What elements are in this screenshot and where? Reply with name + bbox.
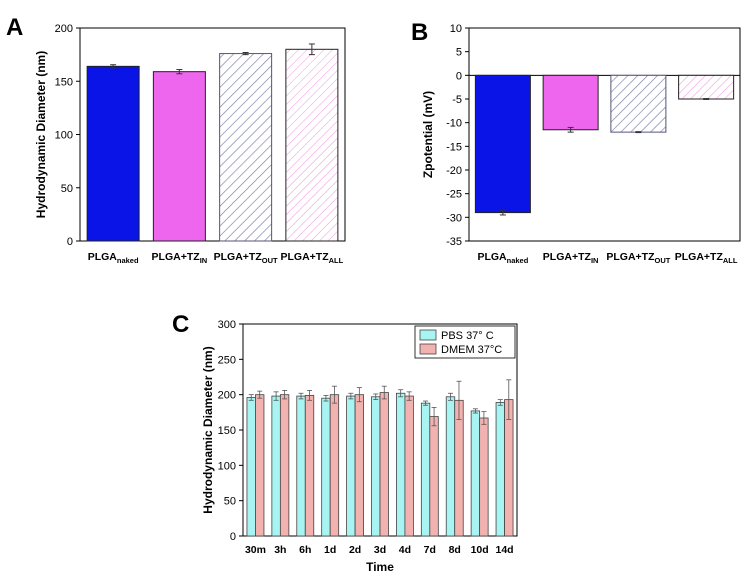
panel-b-y-tick-label: -35 <box>446 236 462 248</box>
panel-a-y-tick-label: 200 <box>55 23 73 35</box>
panel-a-y-tick-label: 0 <box>67 236 73 248</box>
panel-c-legend-label: DMEM 37°C <box>441 344 502 356</box>
panel-c-legend-swatch <box>419 329 437 341</box>
panel-c-legend: PBS 37° C DMEM 37°C <box>414 325 516 359</box>
panel-b-y-tick-label: 0 <box>456 70 462 82</box>
panel-c-bar <box>346 395 356 537</box>
panel-c-x-tick-label: 30m <box>245 544 266 556</box>
panel-c-bar <box>454 399 464 537</box>
panel-b-bar <box>678 74 735 100</box>
panel-a-category-label: PLGAnaked <box>88 251 139 265</box>
panel-c-x-tick-label: 4d <box>399 544 411 556</box>
panel-b-y-tick-label: -10 <box>446 118 462 130</box>
panel-c-chart: C 0 50 100 150 200 250 300 Hydrodynamic Diamete… <box>172 311 518 574</box>
panel-c-bar <box>321 397 331 537</box>
panel-c-x-tick-label: 14d <box>495 544 513 556</box>
panel-c-bar <box>279 394 290 537</box>
panel-c-x-axis-title: Time <box>366 560 394 574</box>
panel-a-y-tick-label: 150 <box>55 76 73 88</box>
panel-b-letter: B <box>411 19 428 46</box>
panel-c-x-tick-label: 3h <box>274 544 286 556</box>
panel-c-bar <box>445 396 456 537</box>
panel-c-bar <box>470 410 481 537</box>
panel-b-y-tick-label: 5 <box>456 47 462 59</box>
panel-b-chart: B -35 -30 -25 -20 -15 -10 -5 0 5 10 Zpotential (mV… <box>411 19 741 265</box>
panel-b-category-label: PLGA+TZIN <box>543 251 599 265</box>
panel-b-y-tick-label: -15 <box>446 141 462 153</box>
panel-b-bar <box>542 74 599 131</box>
panel-c-x-tick-label: 8d <box>449 544 461 556</box>
panel-b-plot-frame <box>468 27 741 242</box>
panel-c-bar <box>354 394 364 537</box>
panel-a-y-axis-title: Hydrodynamic Diameter (nm) <box>34 51 48 218</box>
panel-c-x-tick-label: 7d <box>424 544 436 556</box>
panel-b-y-tick-label: -5 <box>452 94 462 106</box>
panel-c-letter: C <box>172 311 189 338</box>
panel-c-bar <box>504 399 514 537</box>
panel-b-y-axis-title: Zpotential (mV) <box>421 91 435 178</box>
panel-c-bar <box>479 417 489 537</box>
panel-c-x-tick-label: 10d <box>471 544 489 556</box>
panel-b-category-label: PLGAnaked <box>477 251 528 265</box>
panel-c-y-tick-label: 150 <box>218 425 236 437</box>
panel-c-legend-swatch <box>419 343 437 355</box>
panel-c-bar <box>246 397 256 537</box>
panel-a-y-tick-label: 50 <box>61 183 73 195</box>
panel-b-bar <box>610 74 667 133</box>
panel-c-y-tick-label: 0 <box>230 531 236 543</box>
panel-c-bar <box>271 395 281 537</box>
panel-a-y-tick-label: 100 <box>55 130 73 142</box>
panel-a-chart: A 0 50 100 150 200 Hydrodynamic Diameter (nm)… <box>6 14 346 265</box>
panel-c-bar <box>396 392 406 537</box>
panel-c-x-tick-label: 2d <box>349 544 361 556</box>
panel-b-category-label: PLGA+TZOUT <box>606 251 670 265</box>
panel-c-legend-label: PBS 37° C <box>441 330 494 342</box>
panel-c-x-tick-label: 6h <box>299 544 311 556</box>
panel-c-y-tick-label: 300 <box>218 319 236 331</box>
panel-c-bar <box>429 416 439 537</box>
panel-c-bar <box>329 394 340 537</box>
panel-b-y-tick-label: -20 <box>446 165 462 177</box>
panel-a-bar <box>86 65 140 242</box>
panel-c-bar <box>304 394 315 537</box>
panel-a-bar <box>285 48 339 242</box>
panel-c-bar <box>296 395 306 537</box>
panel-b-bar <box>474 74 531 214</box>
panel-a-category-label: PLGA+TZALL <box>281 251 344 265</box>
panel-b-y-tick-label: 10 <box>450 23 462 35</box>
panel-a-bar <box>152 71 206 242</box>
panel-c-bar <box>255 394 265 537</box>
panel-a-category-label: PLGA+TZIN <box>152 251 208 265</box>
panel-c-bar <box>379 392 389 537</box>
panel-a-bar <box>219 53 273 242</box>
panel-c-bar <box>404 395 414 537</box>
panel-c-x-tick-label: 3d <box>374 544 386 556</box>
panel-a-category-label: PLGA+TZOUT <box>214 251 278 265</box>
panel-b-y-tick-label: -25 <box>446 189 462 201</box>
panel-c-y-tick-label: 200 <box>218 390 236 402</box>
panel-c-x-tick-label: 1d <box>324 544 336 556</box>
panel-a-letter: A <box>6 14 23 41</box>
panel-c-bar <box>495 402 505 537</box>
panel-c-y-axis-title: Hydrodynamic Diameter (nm) <box>201 346 215 513</box>
panel-b-category-label: PLGA+TZALL <box>675 251 738 265</box>
panel-b-y-tick-label: -30 <box>446 212 462 224</box>
panel-c-y-tick-label: 100 <box>218 460 236 472</box>
panel-c-y-tick-label: 250 <box>218 354 236 366</box>
panel-c-bar <box>371 396 381 537</box>
panel-c-bar <box>420 402 431 537</box>
panel-c-y-tick-label: 50 <box>224 496 236 508</box>
